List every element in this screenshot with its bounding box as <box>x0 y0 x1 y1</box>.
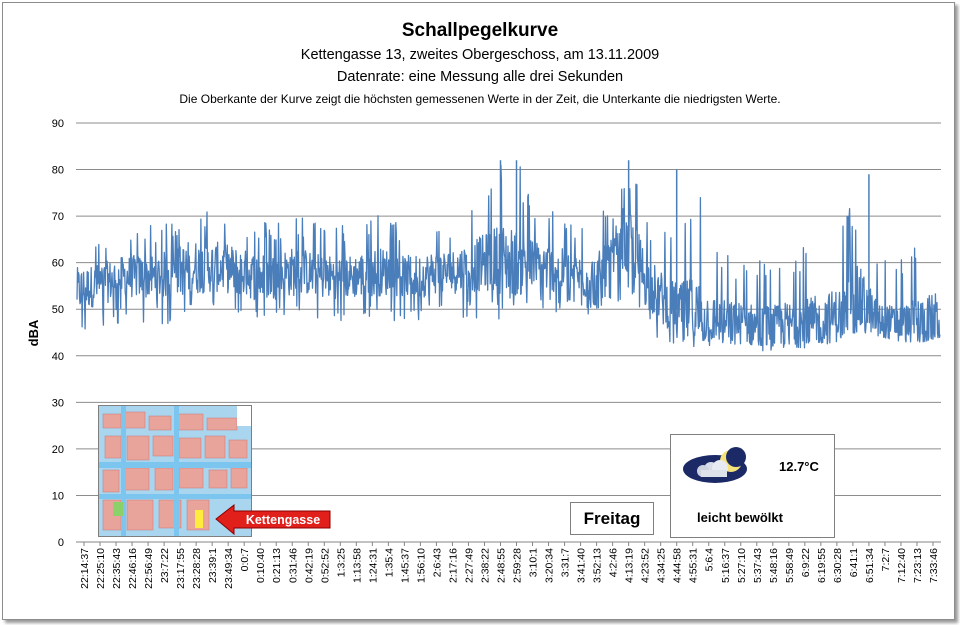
x-tick-label: 0:52:52 <box>319 548 331 583</box>
x-tick-label: 1:56:10 <box>415 548 427 583</box>
weather-condition: leicht bewölkt <box>697 510 783 525</box>
y-tick-label: 40 <box>52 351 64 363</box>
x-tick-label: 2:59:28 <box>512 548 524 583</box>
x-tick-label: 5:27:10 <box>736 548 748 583</box>
x-tick-label: 5:37:43 <box>752 548 764 583</box>
series-group <box>76 160 941 352</box>
x-tick-label: 6:41:1 <box>848 548 860 577</box>
x-tick-label: 4:44:58 <box>672 548 684 583</box>
x-tick-label: 1:45:37 <box>399 548 411 583</box>
x-tick-label: 2:17:16 <box>447 548 459 583</box>
x-tick-label: 5:58:49 <box>784 548 796 583</box>
x-tick-label: 22:46:16 <box>127 548 139 589</box>
y-tick-label: 20 <box>52 444 64 456</box>
x-tick-label: 4:13:19 <box>624 548 636 583</box>
x-tick-label: 1:13:58 <box>351 548 363 583</box>
x-axis-ticks: 22:14:37 22:25:10 22:35:43 22:46:16 22:56:49… <box>79 542 940 589</box>
x-tick-label: 4:23:52 <box>640 548 652 583</box>
x-tick-label: 22:35:43 <box>111 548 123 589</box>
night-cloud-moon-icon: ✦ ✦ <box>683 447 748 483</box>
x-tick-label: 23:39:1 <box>207 548 219 583</box>
x-tick-label: 6:30:28 <box>832 548 844 583</box>
x-tick-label: 0:21:13 <box>271 548 283 583</box>
y-tick-label: 70 <box>52 211 64 223</box>
chart-subtitle-2: Datenrate: eine Messung alle drei Sekund… <box>336 69 624 85</box>
x-tick-label: 23:49:34 <box>223 548 235 589</box>
x-tick-label: 4:34:25 <box>656 548 668 583</box>
x-tick-label: 0:42:19 <box>303 548 315 583</box>
chart-subtitle-1: Kettengasse 13, zweites Obergeschoss, am… <box>300 47 660 63</box>
y-tick-label: 30 <box>52 397 64 409</box>
series-line <box>76 164 941 352</box>
y-axis-ticks: 0 10 20 30 40 50 60 70 80 90 <box>52 118 64 549</box>
x-tick-label: 2:48:55 <box>495 548 507 583</box>
x-tick-label: 3:31:7 <box>560 548 572 577</box>
x-tick-label: 23:17:55 <box>175 548 187 589</box>
x-tick-label: 4:2:46 <box>608 548 620 577</box>
x-tick-label: 0:10:40 <box>255 548 267 583</box>
y-tick-label: 10 <box>52 490 64 502</box>
map-inset <box>98 405 252 537</box>
day-label: Freitag <box>583 508 641 528</box>
x-tick-label: 7:12:40 <box>896 548 908 583</box>
chart-title: Schallpegelkurve <box>401 20 559 41</box>
chart-note: Die Oberkante der Kurve zeigt die höchst… <box>179 92 781 106</box>
x-tick-label: 6:19:55 <box>816 548 828 583</box>
x-tick-label: 2:27:49 <box>463 548 475 583</box>
x-tick-label: 1:35:4 <box>383 548 395 577</box>
x-tick-label: 3:41:40 <box>576 548 588 583</box>
x-tick-label: 3:20:34 <box>544 548 556 583</box>
x-tick-label: 0:0:7 <box>239 548 251 572</box>
x-tick-label: 22:25:10 <box>95 548 107 589</box>
x-tick-label: 7:2:7 <box>880 548 892 572</box>
street-map-image <box>99 406 251 536</box>
y-tick-label: 60 <box>52 258 64 270</box>
x-tick-label: 4:55:31 <box>688 548 700 583</box>
x-tick-label: 5:6:4 <box>704 548 716 572</box>
x-tick-label: 22:56:49 <box>143 548 155 589</box>
weather-box: ✦ ✦ 12.7°C leicht bewölkt <box>670 434 835 538</box>
x-tick-label: 6:9:22 <box>800 548 812 577</box>
x-tick-label: 7:33:46 <box>928 548 940 583</box>
y-tick-label: 50 <box>52 304 64 316</box>
x-tick-label: 22:14:37 <box>79 548 91 589</box>
x-tick-label: 0:31:46 <box>287 548 299 583</box>
x-tick-label: 1:24:31 <box>367 548 379 583</box>
x-tick-label: 23:7:22 <box>159 548 171 583</box>
x-tick-label: 2:6:43 <box>431 548 443 577</box>
x-tick-label: 1:3:25 <box>335 548 347 577</box>
x-tick-label: 6:51:34 <box>864 548 876 583</box>
x-tick-label: 7:23:13 <box>912 548 924 583</box>
x-tick-label: 5:48:16 <box>768 548 780 583</box>
x-tick-label: 2:38:22 <box>479 548 491 583</box>
x-tick-label: 3:52:13 <box>592 548 604 583</box>
x-tick-label: 5:16:37 <box>720 548 732 583</box>
day-label-box: Freitag <box>570 502 654 535</box>
x-tick-label: 3:10:1 <box>528 548 540 577</box>
svg-text:✦: ✦ <box>691 451 697 459</box>
weather-temperature: 12.7°C <box>779 459 819 474</box>
y-tick-label: 90 <box>52 118 64 130</box>
y-axis-label: dBA <box>26 319 41 346</box>
svg-text:✦: ✦ <box>743 474 748 481</box>
x-tick-label: 23:28:28 <box>191 548 203 589</box>
y-tick-label: 0 <box>58 537 64 549</box>
y-tick-label: 80 <box>52 165 64 177</box>
